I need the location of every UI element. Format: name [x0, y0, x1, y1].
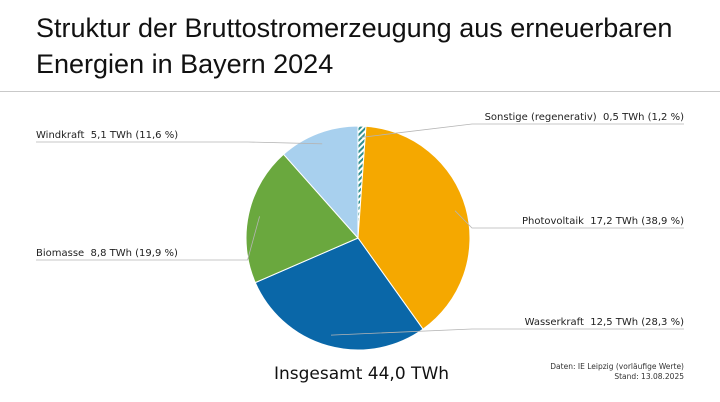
source-line: Daten: IE Leipzig (vorläufige Werte) — [550, 362, 684, 371]
leader-line — [454, 210, 684, 229]
pie-slice-wasserkraft — [254, 237, 424, 351]
leader-line — [361, 123, 684, 138]
slice-label: Wasserkraft 12,5 TWh (28,3 %) — [525, 317, 685, 328]
title-divider — [0, 91, 720, 92]
slice-label: Sonstige (regenerativ) 0,5 TWh (1,2 %) — [485, 112, 685, 123]
chart-title: Struktur der Bruttostromerzeugung aus er… — [36, 13, 673, 79]
slice-label: Windkraft 5,1 TWh (11,6 %) — [36, 130, 178, 141]
date-line: Stand: 13.08.2025 — [614, 372, 684, 381]
slice-label: Photovoltaik 17,2 TWh (38,9 %) — [522, 216, 684, 227]
pie-slice-windkraft — [282, 125, 359, 240]
leader-line — [36, 216, 260, 261]
pie-slice-photovoltaik — [357, 125, 471, 330]
leader-line — [330, 328, 684, 336]
source-note: Daten: IE Leipzig (vorläufige Werte) Sta… — [550, 362, 684, 382]
slice-label: Biomasse 8,8 TWh (19,9 %) — [36, 248, 178, 259]
pie-slice-biomasse — [245, 153, 359, 284]
leader-line — [36, 141, 323, 145]
total-label: Insgesamt 44,0 TWh — [274, 364, 450, 384]
